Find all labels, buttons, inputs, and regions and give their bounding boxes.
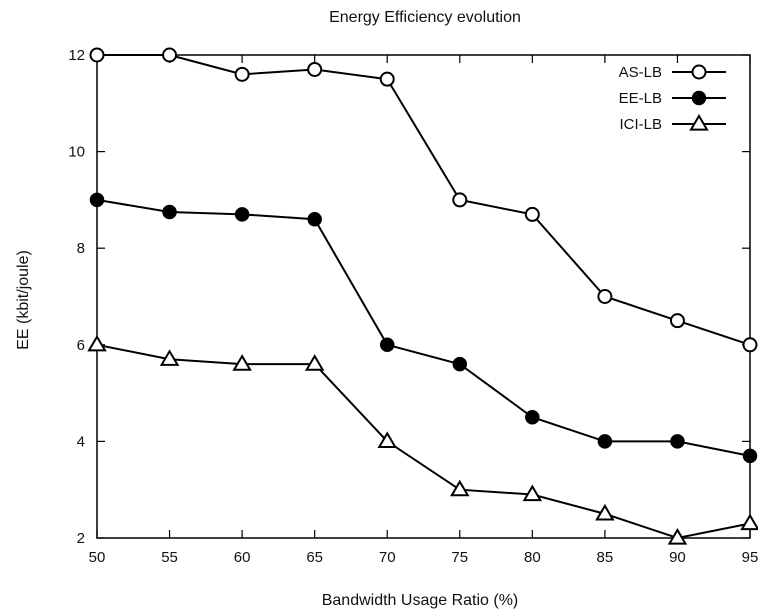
data-point <box>524 206 540 222</box>
data-point <box>162 204 177 220</box>
data-point <box>379 337 395 353</box>
legend-marker <box>691 90 707 106</box>
data-point <box>522 484 543 502</box>
series-line <box>96 343 751 540</box>
y-tick-label: 6 <box>77 337 85 354</box>
x-tick-label: 95 <box>742 549 758 566</box>
legend-item-ici-lb: ICI-LB <box>619 114 726 133</box>
data-point <box>377 431 397 448</box>
data-point <box>307 211 322 227</box>
data-point <box>87 334 107 352</box>
data-point <box>159 349 180 366</box>
x-tick-label: 60 <box>234 549 251 566</box>
data-point <box>667 528 688 545</box>
x-tick-label: 75 <box>451 549 468 566</box>
chart-title: Energy Efficiency evolution <box>329 9 521 26</box>
data-point <box>89 192 105 208</box>
legend-marker <box>691 64 707 80</box>
plot-frame <box>96 54 751 539</box>
data-point <box>379 71 395 87</box>
data-point <box>597 289 613 304</box>
x-tick-label: 55 <box>161 549 178 566</box>
y-tick-label: 2 <box>77 530 85 547</box>
series-as-lb <box>89 47 758 353</box>
y-axis-label: EE (kbit/joule) <box>15 250 32 350</box>
legend-label: EE-LB <box>619 90 662 107</box>
data-point <box>669 313 685 329</box>
series-line <box>96 198 751 457</box>
legend-item-ee-lb: EE-LB <box>619 90 726 107</box>
y-tick-label: 4 <box>77 433 85 450</box>
y-tick-label: 10 <box>68 144 85 161</box>
data-point <box>232 354 252 371</box>
x-tick-label: 70 <box>379 549 396 566</box>
x-tick-label: 85 <box>597 549 614 566</box>
series-line <box>97 54 751 346</box>
series-ici-lb <box>87 334 758 545</box>
data-point <box>742 448 758 464</box>
y-axis: 2 4 6 8 10 12 <box>68 47 750 547</box>
y-tick-label: 12 <box>68 47 85 64</box>
series-layer <box>87 47 758 545</box>
data-point <box>89 47 105 63</box>
data-point <box>234 66 250 82</box>
data-point <box>162 47 178 63</box>
x-tick-label: 65 <box>306 549 323 566</box>
legend-item-as-lb: AS-LB <box>619 64 726 81</box>
data-point <box>234 207 250 222</box>
data-point <box>452 192 468 208</box>
x-tick-label: 90 <box>669 549 686 566</box>
data-point <box>452 356 468 372</box>
data-point <box>525 410 540 425</box>
x-tick-label: 80 <box>524 549 541 566</box>
data-point <box>304 354 325 371</box>
y-tick-label: 8 <box>77 240 85 257</box>
data-point <box>450 479 470 497</box>
data-point <box>742 337 758 353</box>
x-axis-label: Bandwidth Usage Ratio (%) <box>322 592 519 609</box>
data-point <box>595 503 615 521</box>
legend-marker <box>689 114 709 131</box>
legend-label: AS-LB <box>619 64 662 81</box>
legend: AS-LB EE-LB ICI-LB <box>619 64 726 133</box>
data-point <box>740 513 758 531</box>
x-tick-label: 50 <box>89 549 106 566</box>
legend-label: ICI-LB <box>619 116 662 133</box>
data-point <box>597 434 613 449</box>
x-axis: 50 55 60 65 70 75 80 85 90 95 <box>89 55 758 566</box>
series-ee-lb <box>89 192 758 464</box>
data-point <box>670 434 685 449</box>
data-point <box>307 61 323 77</box>
